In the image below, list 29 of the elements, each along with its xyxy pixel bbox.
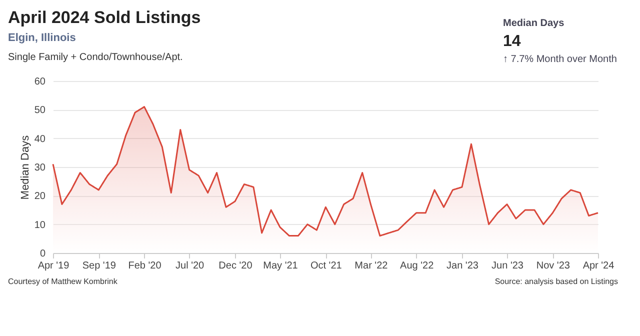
text: Median Days [503,18,565,29]
text: ↑ 7.7% Month over Month [503,54,617,65]
y-tick-label: 30 [34,162,46,174]
x-tick-label: Feb '20 [128,260,162,272]
x-tick-label: Aug '22 [400,260,434,272]
text: Courtesy of Matthew Kombrink [8,277,118,286]
x-tick-label: Jan '23 [446,260,479,272]
x-tick-label: Nov '23 [536,260,570,272]
x-tick-label: Jul '20 [176,260,205,272]
y-tick-label: 40 [34,134,46,145]
y-tick-label: 50 [34,105,46,116]
x-tick-label: Jun '23 [492,260,524,272]
y-axis-title: Median Days [19,134,32,200]
y-tick-label: 60 [34,76,46,88]
x-tick-label: Oct '21 [310,260,342,272]
y-tick-label: 20 [34,191,46,202]
source-note: Source: analysis based on Listings [494,277,618,286]
x-tick-label: Dec '20 [218,260,253,272]
x-tick-label: May '21 [263,260,298,272]
chart-subtitle: Elgin, Illinois [8,32,76,44]
y-tick-label: 10 [34,220,46,231]
x-tick-label: Apr '24 [582,260,615,272]
x-tick-label: Apr '19 [38,260,70,272]
y-tick-label: 0 [40,248,46,260]
text: 14 [503,33,521,50]
x-tick-label: Sep '19 [82,260,116,272]
chart-title: April 2024 Sold Listings [8,8,201,27]
x-tick-label: Mar '22 [354,260,388,272]
text: Single Family + Condo/Townhouse/Apt. [8,52,183,63]
